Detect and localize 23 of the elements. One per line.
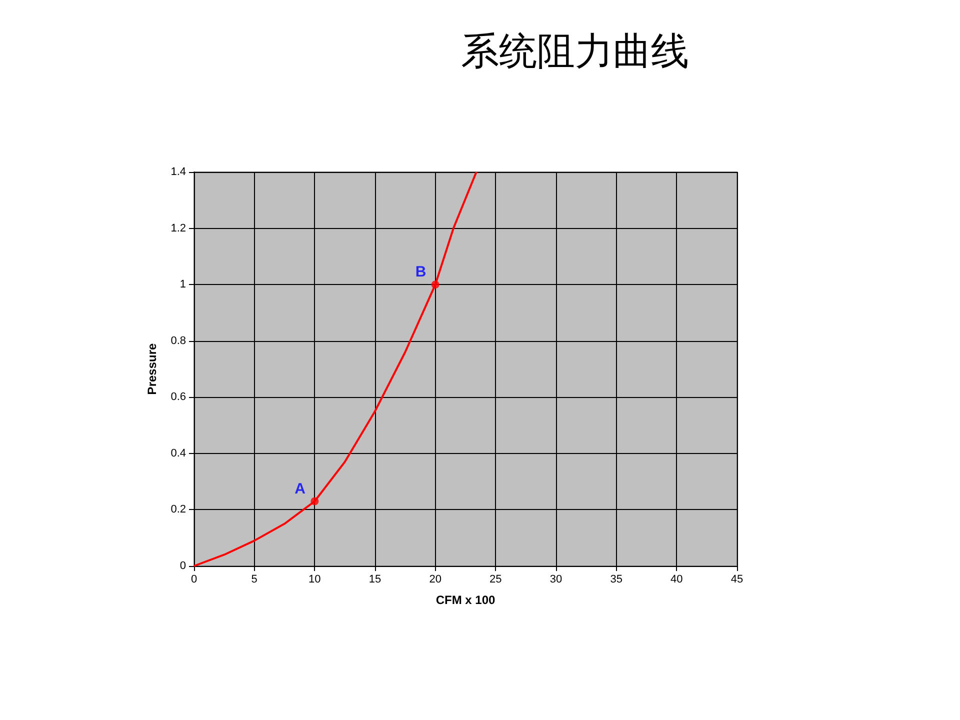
x-tick-label: 0 bbox=[190, 574, 198, 586]
y-tick-label: 0.8 bbox=[170, 334, 186, 347]
y-tick-label: 0.2 bbox=[170, 504, 186, 516]
x-axis-title: CFM x 100 bbox=[436, 593, 496, 607]
y-axis-title: Pressure bbox=[145, 342, 159, 395]
y-tick-label: 0.6 bbox=[170, 391, 186, 404]
x-tick-label: 25 bbox=[490, 574, 502, 586]
y-tick-label: 0 bbox=[180, 560, 186, 572]
annotation: B bbox=[415, 264, 426, 281]
x-tick-label: 35 bbox=[610, 574, 622, 586]
annotation: A bbox=[294, 480, 306, 498]
y-tick-label: 1.4 bbox=[170, 166, 186, 178]
x-tick-label: 5 bbox=[251, 574, 258, 586]
x-tick-label: 20 bbox=[429, 574, 442, 586]
y-tick-label: 1.2 bbox=[170, 222, 186, 234]
x-tick-label: 40 bbox=[670, 574, 683, 586]
chart-title: 系统阻力曲线 bbox=[461, 31, 689, 73]
y-tick-label: 0.4 bbox=[170, 447, 186, 460]
x-tick-label: 30 bbox=[550, 574, 562, 586]
x-tick-label: 10 bbox=[308, 574, 321, 586]
x-tick-label: 15 bbox=[368, 574, 382, 586]
y-tick-label: 1 bbox=[180, 278, 186, 291]
x-tick-label: 45 bbox=[730, 574, 744, 586]
